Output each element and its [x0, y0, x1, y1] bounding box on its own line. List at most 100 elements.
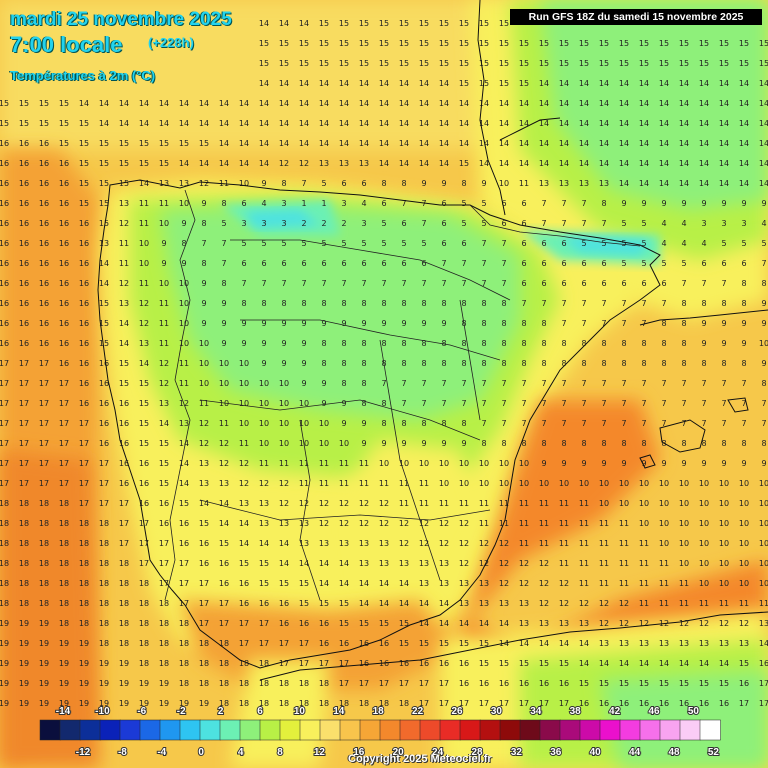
- grid-value: 16: [119, 459, 129, 468]
- grid-value: 15: [639, 39, 649, 48]
- grid-value: 7: [581, 319, 586, 328]
- grid-value: 16: [79, 279, 89, 288]
- legend-swatch: [239, 719, 261, 741]
- legend-swatch: [279, 719, 301, 741]
- grid-value: 9: [301, 319, 306, 328]
- grid-value: 16: [99, 359, 109, 368]
- grid-value: 14: [639, 139, 649, 148]
- grid-value: 7: [681, 379, 686, 388]
- grid-value: 8: [421, 419, 426, 428]
- grid-value: 12: [239, 459, 249, 468]
- grid-value: 15: [339, 619, 349, 628]
- grid-value: 15: [39, 99, 49, 108]
- grid-value: 19: [59, 659, 69, 668]
- grid-value: 15: [79, 179, 89, 188]
- grid-value: 14: [179, 439, 189, 448]
- grid-value: 18: [339, 699, 349, 708]
- grid-value: 14: [379, 159, 389, 168]
- legend-swatch: [319, 719, 341, 741]
- grid-value: 9: [701, 199, 706, 208]
- grid-value: 11: [559, 499, 569, 508]
- grid-value: 14: [579, 159, 589, 168]
- grid-value: 5: [341, 239, 346, 248]
- grid-value: 14: [479, 99, 489, 108]
- grid-value: 14: [419, 619, 429, 628]
- grid-value: 15: [99, 199, 109, 208]
- grid-value: 16: [399, 659, 409, 668]
- grid-value: 16: [99, 379, 109, 388]
- grid-value: 17: [19, 479, 29, 488]
- grid-value: 13: [539, 619, 549, 628]
- grid-value: 14: [479, 139, 489, 148]
- grid-value: 18: [79, 579, 89, 588]
- grid-value: 14: [359, 79, 369, 88]
- grid-value: 8: [361, 359, 366, 368]
- grid-value: 8: [681, 299, 686, 308]
- grid-value: 7: [481, 239, 486, 248]
- legend-label-bottom: 32: [511, 747, 523, 758]
- grid-value: 12: [359, 499, 369, 508]
- coastlines: [97, 0, 768, 681]
- grid-value: 17: [39, 379, 49, 388]
- grid-value: 7: [481, 379, 486, 388]
- grid-value: 15: [359, 19, 369, 28]
- grid-value: 11: [599, 539, 609, 548]
- grid-value: 8: [361, 379, 366, 388]
- grid-value: 10: [279, 439, 289, 448]
- grid-value: 18: [279, 679, 289, 688]
- grid-value: 15: [659, 39, 669, 48]
- grid-value: 19: [19, 679, 29, 688]
- grid-value: 16: [579, 699, 589, 708]
- grid-value: 14: [639, 159, 649, 168]
- grid-value: 12: [299, 499, 309, 508]
- grid-value: 10: [459, 479, 469, 488]
- grid-value: 17: [0, 379, 9, 388]
- grid-value: 12: [519, 559, 529, 568]
- grid-value: 15: [399, 59, 409, 68]
- grid-value: 9: [581, 459, 586, 468]
- grid-value: 13: [179, 419, 189, 428]
- grid-value: 13: [639, 639, 649, 648]
- grid-value: 7: [741, 399, 746, 408]
- grid-value: 14: [659, 99, 669, 108]
- grid-value: 13: [459, 579, 469, 588]
- grid-value: 5: [641, 219, 646, 228]
- grid-value: 14: [539, 639, 549, 648]
- grid-value: 13: [439, 559, 449, 568]
- grid-value: 15: [319, 599, 329, 608]
- grid-value: 16: [439, 659, 449, 668]
- grid-value: 5: [401, 239, 406, 248]
- grid-value: 9: [301, 359, 306, 368]
- grid-value: 14: [499, 119, 509, 128]
- grid-value: 7: [581, 199, 586, 208]
- grid-value: 14: [719, 659, 729, 668]
- grid-value: 17: [199, 599, 209, 608]
- grid-value: 8: [461, 179, 466, 188]
- grid-value: 7: [461, 399, 466, 408]
- grid-value: 18: [59, 599, 69, 608]
- grid-value: 16: [279, 619, 289, 628]
- grid-value: 10: [659, 539, 669, 548]
- legend-swatch: [619, 719, 641, 741]
- grid-value: 5: [621, 259, 626, 268]
- grid-value: 16: [0, 339, 9, 348]
- grid-value: 7: [541, 379, 546, 388]
- grid-value: 9: [541, 459, 546, 468]
- grid-value: 15: [139, 379, 149, 388]
- grid-value: 16: [559, 679, 569, 688]
- grid-value: 3: [361, 219, 366, 228]
- grid-value: 18: [99, 559, 109, 568]
- grid-value: 15: [119, 139, 129, 148]
- grid-value: 9: [741, 199, 746, 208]
- grid-value: 7: [621, 319, 626, 328]
- grid-value: 6: [561, 279, 566, 288]
- grid-value: 8: [741, 439, 746, 448]
- grid-value: 8: [461, 359, 466, 368]
- grid-value: 14: [599, 79, 609, 88]
- grid-value: 19: [0, 699, 9, 708]
- grid-value: 18: [139, 659, 149, 668]
- grid-value: 10: [619, 479, 629, 488]
- grid-value: 13: [699, 639, 709, 648]
- grid-value: 15: [79, 159, 89, 168]
- grid-value: 11: [539, 539, 549, 548]
